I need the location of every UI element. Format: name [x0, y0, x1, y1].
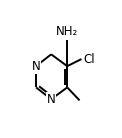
Text: N: N: [47, 93, 56, 106]
Text: NH₂: NH₂: [56, 25, 78, 38]
Text: Cl: Cl: [83, 53, 95, 66]
Text: N: N: [32, 60, 40, 73]
